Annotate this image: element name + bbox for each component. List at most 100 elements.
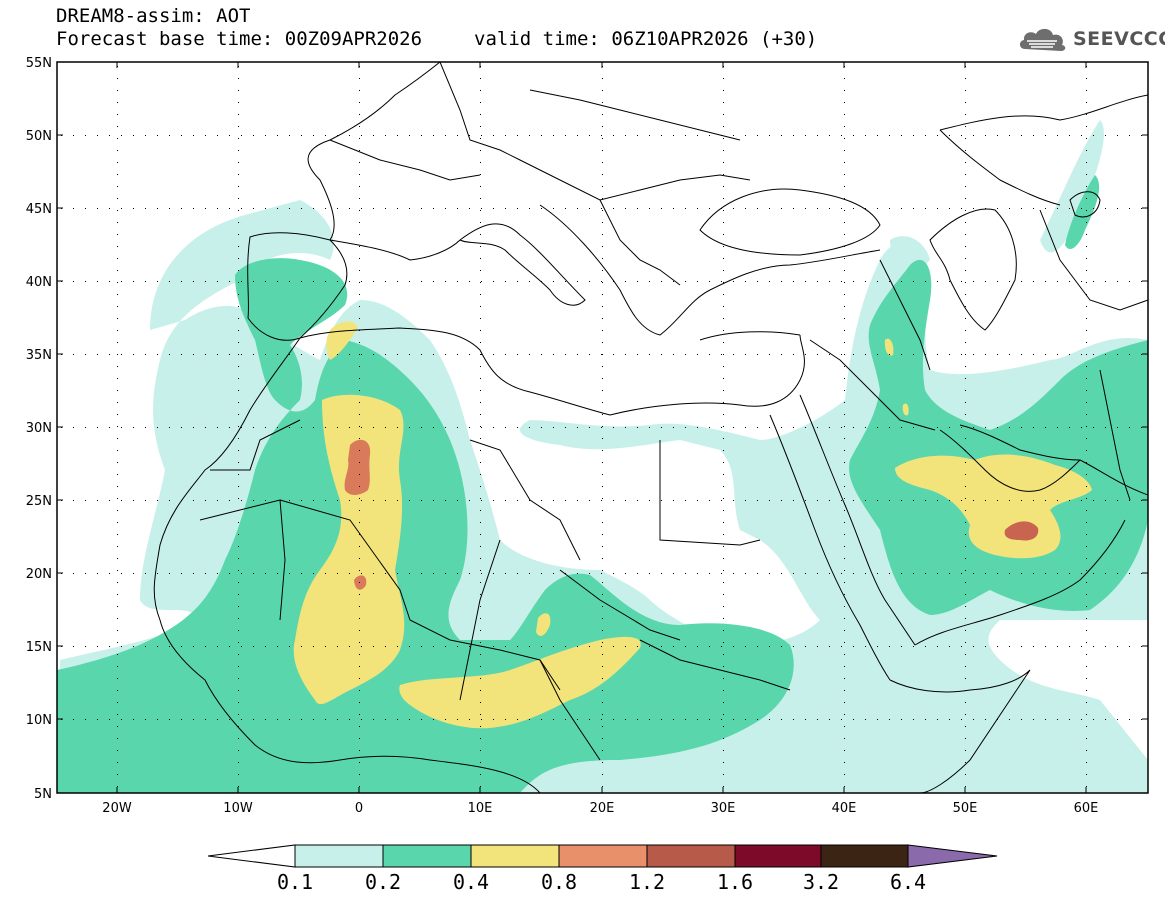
- graticule-dot: [925, 354, 926, 355]
- graticule-dot: [602, 114, 603, 115]
- graticule-dot: [1141, 354, 1142, 355]
- graticule-dot: [844, 414, 845, 415]
- colorbar-label: 0.1: [276, 870, 314, 894]
- graticule-dot: [723, 78, 724, 79]
- graticule-dot: [602, 318, 603, 319]
- graticule-dot: [289, 354, 290, 355]
- graticule-dot: [117, 558, 118, 559]
- graticule-dot: [844, 222, 845, 223]
- graticule-dot: [781, 719, 782, 720]
- graticule-dot: [661, 354, 662, 355]
- graticule-dot: [844, 678, 845, 679]
- graticule-dot: [359, 714, 360, 715]
- graticule-dot: [745, 135, 746, 136]
- graticule-dot: [397, 354, 398, 355]
- graticule-dot: [480, 258, 481, 259]
- graticule-dot: [844, 318, 845, 319]
- graticule-dot: [385, 135, 386, 136]
- graticule-dot: [421, 427, 422, 428]
- graticule-dot: [469, 719, 470, 720]
- graticule-dot: [117, 114, 118, 115]
- graticule-dot: [844, 282, 845, 283]
- graticule-dot: [1033, 646, 1034, 647]
- graticule-dot: [359, 390, 360, 391]
- graticule-dot: [157, 500, 158, 501]
- graticule-dot: [85, 208, 86, 209]
- graticule-dot: [602, 618, 603, 619]
- graticule-dot: [817, 208, 818, 209]
- graticule-dot: [359, 78, 360, 79]
- graticule-dot: [193, 500, 194, 501]
- graticule-dot: [1141, 646, 1142, 647]
- graticule-dot: [480, 66, 481, 67]
- graticule-dot: [117, 126, 118, 127]
- graticule-dot: [937, 427, 938, 428]
- graticule-dot: [844, 114, 845, 115]
- graticule-dot: [480, 102, 481, 103]
- graticule-dot: [757, 427, 758, 428]
- graticule-dot: [721, 646, 722, 647]
- graticule-dot: [1033, 354, 1034, 355]
- graticule-dot: [1086, 318, 1087, 319]
- graticule-dot: [577, 719, 578, 720]
- graticule-dot: [1081, 573, 1082, 574]
- graticule-dot: [805, 427, 806, 428]
- graticule-dot: [238, 522, 239, 523]
- graticule-dot: [117, 486, 118, 487]
- graticule-dot: [73, 208, 74, 209]
- graticule-dot: [1057, 646, 1058, 647]
- graticule-dot: [238, 534, 239, 535]
- graticule-dot: [697, 719, 698, 720]
- graticule-dot: [373, 427, 374, 428]
- graticule-dot: [637, 281, 638, 282]
- graticule-dot: [359, 354, 360, 355]
- graticule-dot: [577, 354, 578, 355]
- graticule-dot: [117, 690, 118, 691]
- graticule-dot: [480, 126, 481, 127]
- graticule-dot: [117, 246, 118, 247]
- graticule-dot: [480, 510, 481, 511]
- graticule-dot: [723, 546, 724, 547]
- graticule-dot: [769, 500, 770, 501]
- graticule-dot: [1086, 294, 1087, 295]
- graticule-dot: [145, 354, 146, 355]
- graticule-dot: [337, 646, 338, 647]
- graticule-dot: [685, 208, 686, 209]
- graticule-dot: [145, 573, 146, 574]
- graticule-dot: [121, 354, 122, 355]
- graticule-dot: [745, 646, 746, 647]
- graticule-dot: [238, 462, 239, 463]
- graticule-dot: [723, 522, 724, 523]
- graticule-dot: [1069, 646, 1070, 647]
- colorbar-segment: [382, 844, 472, 868]
- graticule-dot: [844, 90, 845, 91]
- graticule-dot: [1069, 427, 1070, 428]
- graticule-dot: [965, 306, 966, 307]
- graticule-dot: [117, 342, 118, 343]
- graticule-dot: [625, 427, 626, 428]
- graticule-dot: [602, 102, 603, 103]
- graticule-dot: [480, 294, 481, 295]
- graticule-dot: [1021, 573, 1022, 574]
- graticule-dot: [1093, 135, 1094, 136]
- graticule-dot: [109, 354, 110, 355]
- graticule-dot: [985, 135, 986, 136]
- graticule-dot: [480, 594, 481, 595]
- graticule-dot: [169, 281, 170, 282]
- graticule-dot: [121, 500, 122, 501]
- graticule-dot: [517, 354, 518, 355]
- graticule-dot: [723, 474, 724, 475]
- graticule-dot: [901, 354, 902, 355]
- graticule-dot: [433, 573, 434, 574]
- graticule-dot: [541, 646, 542, 647]
- graticule-dot: [480, 330, 481, 331]
- graticule-dot: [359, 318, 360, 319]
- graticule-dot: [723, 654, 724, 655]
- graticule-dot: [313, 573, 314, 574]
- graticule-dot: [733, 281, 734, 282]
- graticule-dot: [359, 738, 360, 739]
- graticule-dot: [205, 427, 206, 428]
- graticule-dot: [602, 282, 603, 283]
- graticule-dot: [697, 427, 698, 428]
- graticule-dot: [1045, 135, 1046, 136]
